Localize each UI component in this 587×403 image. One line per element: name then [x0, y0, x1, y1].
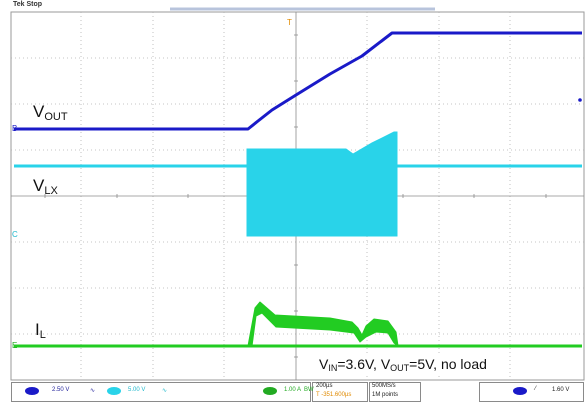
ch4-badge[interactable]: [263, 387, 277, 395]
trigger-level: 1.60 V: [552, 387, 570, 393]
note-vout-value: =5V, no load: [409, 356, 487, 372]
waveform-vout: [14, 31, 582, 131]
test-conditions-note: VIN=3.6V, VOUT=5V, no load: [316, 356, 490, 373]
ch2-bw-icon: ∿: [162, 388, 168, 394]
timebase: 200µs: [316, 383, 333, 389]
trigger-readout-box[interactable]: [479, 382, 584, 402]
label-vout-sub: OUT: [44, 111, 68, 123]
note-vin-sub: IN: [328, 363, 338, 373]
channel-readout-box[interactable]: [11, 382, 311, 402]
trigger-slope-icon: ⁄: [535, 386, 537, 392]
trigger-source-badge[interactable]: [513, 387, 527, 395]
ch1-scale: 2.50 V: [52, 387, 70, 393]
ch1-bw-icon: ∿: [90, 388, 96, 394]
label-vlx-sub: LX: [44, 185, 58, 197]
ch-vout-right-marker: [578, 98, 582, 102]
label-vlx: VLX: [33, 176, 58, 197]
waveform-il-band: [247, 301, 399, 347]
note-vin-symbol: V: [319, 356, 329, 372]
trigger-position: T -351.600µs: [316, 392, 352, 398]
sample-rate: 500MS/s: [372, 383, 396, 389]
timebase-readout-box[interactable]: [312, 382, 368, 402]
note-vin-value: =3.6V,: [337, 356, 381, 372]
label-vout: VOUT: [33, 102, 68, 123]
record-length: 1M points: [372, 392, 399, 398]
waveform-vlx-switching: [246, 131, 398, 237]
note-vout-sub: OUT: [390, 363, 410, 373]
label-vout-symbol: V: [33, 102, 45, 121]
label-il-symbol: I: [35, 320, 40, 339]
note-vout-symbol: V: [380, 356, 391, 372]
acquisition-status: Tek Stop: [13, 1, 43, 8]
ch4-scale: 1.00 A: [284, 387, 302, 393]
ch-vlx-ground-marker: C: [12, 230, 18, 239]
ch1-badge[interactable]: [25, 387, 39, 395]
ch4-bw: BW: [304, 387, 314, 393]
ch2-scale: 5.00 V: [128, 387, 146, 393]
label-vlx-symbol: V: [33, 176, 45, 195]
acquisition-readout-box[interactable]: [369, 382, 421, 402]
trigger-position-marker: T: [287, 18, 292, 27]
label-il-sub: L: [39, 329, 46, 341]
ch2-badge[interactable]: [107, 387, 121, 395]
label-il: IL: [35, 320, 46, 341]
